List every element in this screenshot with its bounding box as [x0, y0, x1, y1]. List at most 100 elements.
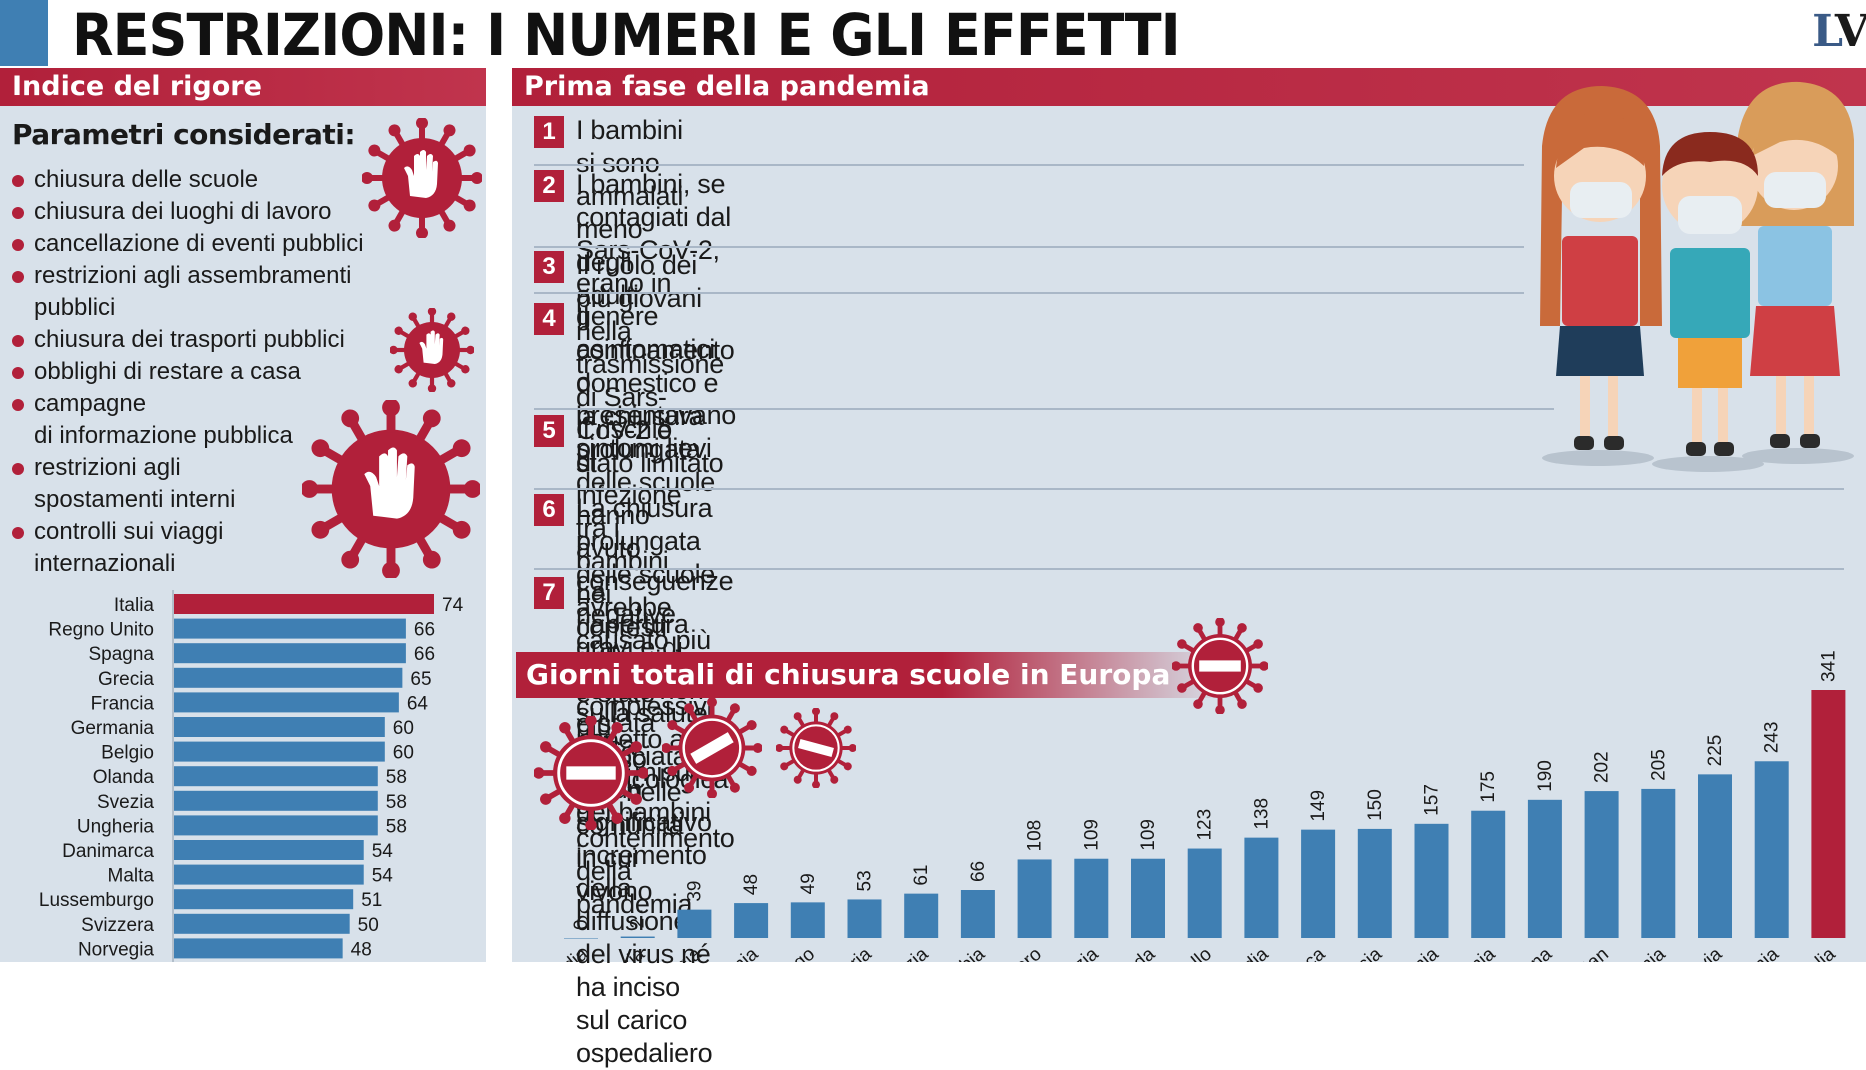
param-item: obblighi di restare a casa: [10, 356, 400, 388]
bar: [1584, 791, 1619, 938]
category-label: Francia: [91, 693, 155, 714]
value-label: 109: [1138, 819, 1159, 851]
publisher-logo: LV: [1812, 6, 1866, 57]
value-label: 108: [1025, 820, 1046, 852]
bar: [1187, 848, 1222, 938]
value-label: 202: [1592, 751, 1613, 783]
finding-number: 6: [534, 494, 564, 526]
virus-no-entry-icon: [1172, 618, 1268, 714]
param-item: restrizioni agli assembramenti pubblici: [10, 260, 400, 324]
value-label: 53: [855, 870, 876, 891]
strictness-index-chart: Italia 74 Regno Unito 66 Spagna 66 Grecia 65 Fra…: [39, 590, 464, 962]
bar: [960, 890, 995, 938]
value-label: 138: [1251, 798, 1272, 830]
value-label: 49: [798, 873, 819, 894]
value-label: 64: [407, 693, 429, 714]
category-label: Ungheria: [77, 816, 155, 837]
category-label: Estonia: [700, 943, 762, 962]
category-label: Lituania: [1605, 943, 1670, 962]
value-label: 54: [372, 841, 394, 862]
category-label: Media: [1219, 943, 1272, 962]
value-label: 74: [442, 595, 464, 616]
category-label: Svezia: [97, 792, 154, 813]
bar: [904, 893, 939, 938]
category-label: Germania: [71, 718, 155, 739]
category-label: Spagna: [88, 644, 154, 665]
bar: [734, 903, 769, 938]
bar: [1471, 810, 1506, 938]
value-label: 54: [372, 866, 394, 887]
bar: [1301, 829, 1336, 938]
value-label: 157: [1422, 784, 1443, 816]
bar: [1414, 823, 1449, 938]
value-label: 66: [968, 861, 989, 882]
bar: [174, 790, 378, 811]
finding-number: 5: [534, 415, 564, 447]
value-label: 225: [1705, 735, 1726, 767]
category-label: Regno Unito: [48, 620, 154, 641]
bar: [1017, 859, 1052, 938]
header-accent-block: [0, 0, 48, 66]
value-label: 190: [1535, 760, 1556, 792]
divider: [534, 568, 1844, 570]
bar: [174, 938, 343, 959]
category-label: Svizzera: [81, 915, 154, 936]
bar: [174, 618, 406, 639]
value-label: 60: [393, 718, 414, 739]
value-label: 2: [628, 918, 649, 929]
finding-number: 2: [534, 170, 564, 202]
bar: [1698, 774, 1732, 938]
virus-no-entry-icon: [534, 716, 648, 830]
category-label: Grecia: [98, 669, 154, 690]
bar: [174, 766, 378, 787]
value-label: 51: [361, 890, 382, 911]
finding-text: I bambini si sono ammalati meno degli ad…: [576, 115, 684, 310]
category-label: Spagna: [1492, 943, 1556, 962]
divider: [534, 292, 1524, 294]
param-item: chiusura delle scuole: [10, 164, 400, 196]
category-label: Italia: [1795, 943, 1840, 962]
bar: [1641, 788, 1676, 938]
category-label: Olanda: [93, 767, 155, 788]
value-label: 60: [393, 743, 414, 764]
category-label: Cipro: [998, 944, 1046, 962]
virus-stop-hand-icon: [362, 118, 482, 238]
value-label: 50: [358, 915, 379, 936]
param-item: chiusura dei trasporti pubblici: [10, 324, 400, 356]
bar: [174, 717, 385, 737]
params-list: chiusura delle scuole chiusura dei luogh…: [10, 164, 400, 580]
school-closure-chart-title: Giorni totali di chiusura scuole in Euro…: [516, 652, 1226, 698]
param-item: campagne di informazione pubblica: [10, 388, 400, 452]
value-label: 109: [1081, 819, 1102, 851]
virus-no-entry-icon: [776, 708, 856, 788]
value-label: 0: [571, 919, 592, 930]
category-label: Grecia: [1330, 943, 1387, 962]
bar: [847, 899, 882, 938]
divider: [534, 488, 1844, 490]
children-with-masks-illustration: [1540, 81, 1854, 472]
bar: [174, 840, 364, 860]
findings-panel: Prima fase della pandemia 1 I bambini si…: [512, 68, 1866, 1068]
bar: [174, 741, 385, 762]
value-label: 175: [1478, 771, 1499, 803]
param-item: cancellazione di eventi pubblici: [10, 228, 400, 260]
value-label: 149: [1308, 790, 1329, 822]
bar: [1074, 858, 1109, 938]
finding-text: Il ruolo dei più giovani nella trasmissi…: [576, 250, 724, 478]
logo-letter-v: V: [1834, 6, 1866, 57]
param-item: restrizioni agli spostamenti interni: [10, 452, 400, 516]
value-label: 58: [386, 767, 407, 788]
bar: [1527, 799, 1562, 938]
bar: [1811, 690, 1846, 938]
value-label: 341: [1818, 650, 1839, 682]
bar: [1131, 858, 1165, 938]
param-item: chiusura dei luoghi di lavoro: [10, 196, 400, 228]
bar: [174, 889, 354, 910]
param-item: controlli sui viaggi internazionali: [10, 516, 400, 580]
value-label: 66: [414, 644, 435, 665]
params-title: Parametri considerati:: [12, 118, 356, 151]
bar: [620, 936, 655, 938]
value-label: 205: [1648, 749, 1669, 781]
bar: [1754, 761, 1789, 938]
bar: [564, 938, 598, 939]
